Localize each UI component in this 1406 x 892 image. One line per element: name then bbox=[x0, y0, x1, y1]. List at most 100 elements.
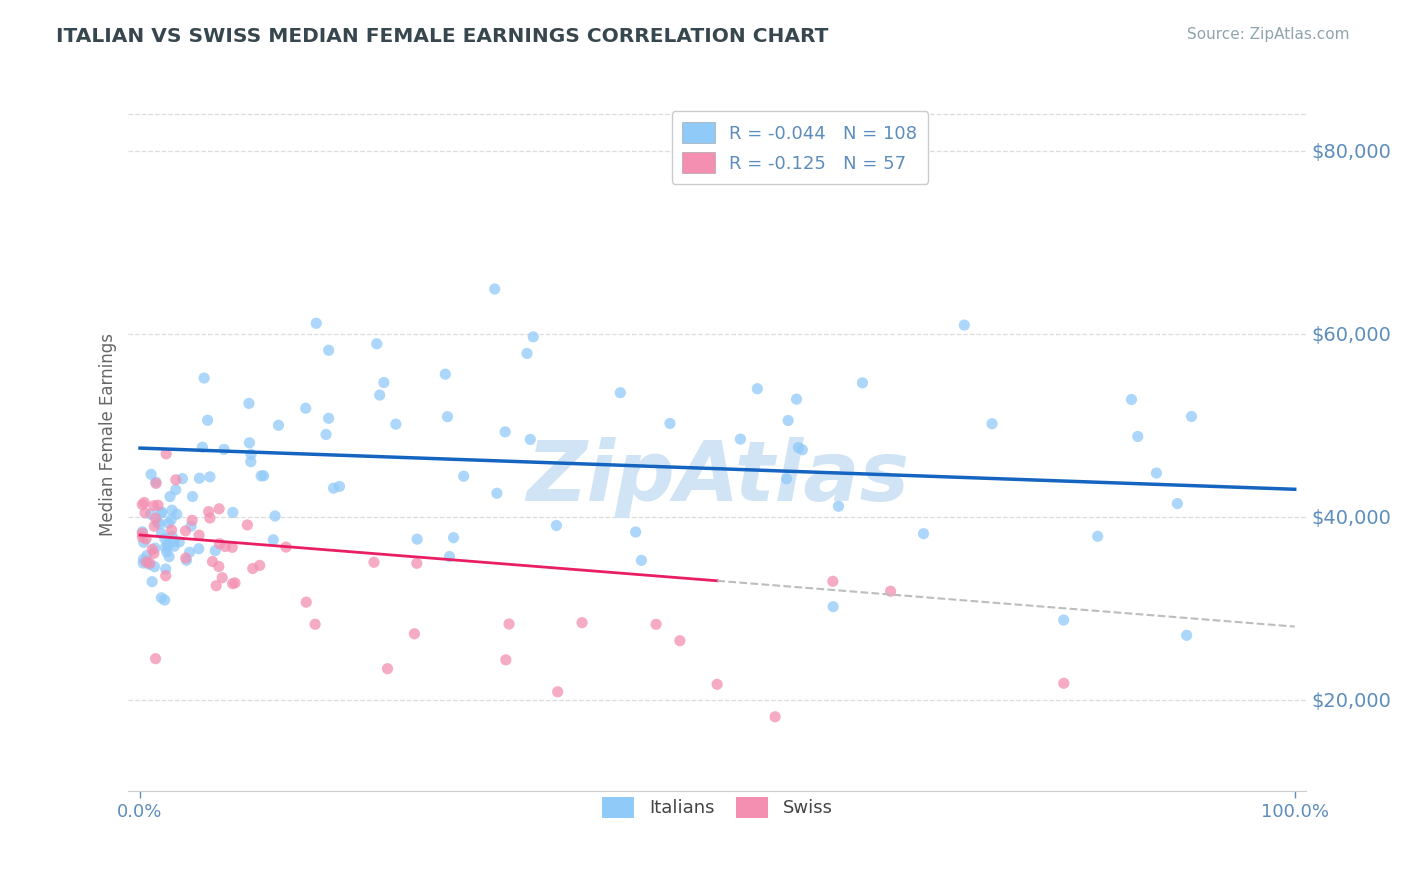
Point bbox=[211, 571, 233, 585]
Point bbox=[157, 516, 180, 530]
Point bbox=[1121, 392, 1143, 407]
Point bbox=[139, 507, 162, 521]
Point bbox=[315, 427, 337, 442]
Point bbox=[156, 536, 179, 550]
Point bbox=[132, 556, 155, 570]
Point bbox=[197, 413, 219, 427]
Point bbox=[131, 530, 153, 544]
Point bbox=[236, 517, 259, 532]
Point bbox=[174, 524, 197, 538]
Point bbox=[439, 549, 461, 564]
Point bbox=[150, 591, 173, 605]
Legend: Italians, Swiss: Italians, Swiss bbox=[595, 789, 841, 825]
Point bbox=[165, 483, 187, 497]
Point bbox=[240, 447, 263, 461]
Point bbox=[169, 534, 191, 549]
Point bbox=[155, 541, 177, 555]
Point bbox=[404, 626, 426, 640]
Point bbox=[747, 382, 769, 396]
Point bbox=[134, 506, 156, 520]
Point bbox=[160, 529, 183, 543]
Point bbox=[160, 503, 183, 517]
Point bbox=[153, 532, 176, 546]
Point bbox=[180, 519, 202, 533]
Point bbox=[149, 516, 172, 531]
Point bbox=[322, 481, 344, 495]
Point bbox=[659, 417, 682, 431]
Point bbox=[318, 411, 340, 425]
Point bbox=[238, 435, 260, 450]
Point bbox=[522, 330, 544, 344]
Point bbox=[519, 433, 541, 447]
Point bbox=[827, 500, 849, 514]
Point bbox=[249, 558, 271, 573]
Point bbox=[645, 617, 668, 632]
Point bbox=[1053, 613, 1076, 627]
Point bbox=[267, 418, 290, 433]
Point bbox=[305, 316, 328, 330]
Point bbox=[373, 376, 395, 390]
Point bbox=[264, 508, 287, 523]
Point bbox=[159, 490, 181, 504]
Text: Source: ZipAtlas.com: Source: ZipAtlas.com bbox=[1187, 27, 1350, 42]
Point bbox=[201, 555, 224, 569]
Point bbox=[153, 593, 176, 607]
Point bbox=[495, 653, 517, 667]
Point bbox=[208, 537, 231, 551]
Point bbox=[145, 475, 167, 489]
Y-axis label: Median Female Earnings: Median Female Earnings bbox=[100, 333, 117, 536]
Point bbox=[571, 615, 593, 630]
Point bbox=[132, 535, 155, 549]
Point bbox=[624, 524, 647, 539]
Point bbox=[139, 467, 162, 482]
Point bbox=[823, 599, 845, 614]
Point bbox=[385, 417, 408, 432]
Point bbox=[775, 472, 797, 486]
Point bbox=[436, 409, 458, 424]
Point bbox=[250, 469, 273, 483]
Point bbox=[155, 568, 177, 582]
Point bbox=[443, 531, 465, 545]
Point bbox=[1146, 466, 1168, 480]
Point bbox=[222, 505, 245, 519]
Point bbox=[142, 499, 165, 513]
Point bbox=[787, 441, 810, 455]
Point bbox=[1175, 628, 1198, 642]
Point bbox=[179, 545, 201, 559]
Point bbox=[221, 541, 243, 555]
Point bbox=[143, 519, 166, 533]
Point bbox=[198, 470, 221, 484]
Point bbox=[145, 511, 167, 525]
Point bbox=[778, 413, 800, 427]
Point bbox=[221, 576, 243, 591]
Point bbox=[131, 526, 153, 541]
Point bbox=[146, 516, 169, 530]
Point bbox=[155, 447, 177, 461]
Point bbox=[238, 396, 260, 410]
Point bbox=[156, 545, 179, 559]
Point bbox=[224, 575, 246, 590]
Point bbox=[132, 552, 155, 566]
Point bbox=[494, 425, 516, 439]
Point bbox=[187, 541, 209, 556]
Point bbox=[146, 498, 169, 512]
Point bbox=[193, 371, 215, 385]
Point bbox=[141, 542, 163, 557]
Point bbox=[953, 318, 976, 332]
Text: ZipAtlas: ZipAtlas bbox=[526, 437, 908, 517]
Point bbox=[150, 526, 173, 541]
Point bbox=[205, 579, 228, 593]
Point bbox=[143, 541, 166, 555]
Point bbox=[174, 551, 197, 566]
Point bbox=[138, 558, 160, 572]
Point bbox=[253, 468, 276, 483]
Point bbox=[295, 595, 318, 609]
Point bbox=[516, 346, 538, 360]
Point bbox=[368, 388, 391, 402]
Point bbox=[377, 662, 399, 676]
Point bbox=[139, 556, 162, 570]
Point bbox=[547, 685, 569, 699]
Point bbox=[172, 472, 194, 486]
Point bbox=[163, 539, 186, 553]
Point bbox=[669, 633, 692, 648]
